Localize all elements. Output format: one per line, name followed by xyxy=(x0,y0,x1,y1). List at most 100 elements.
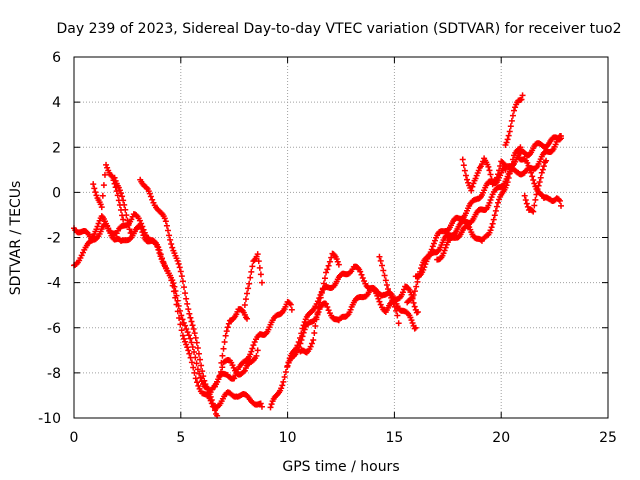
data-point xyxy=(207,393,214,400)
data-point xyxy=(531,180,538,187)
data-point xyxy=(188,318,195,325)
data-point xyxy=(195,350,202,357)
data-point xyxy=(472,175,479,182)
data-point xyxy=(506,170,513,177)
data-point xyxy=(556,197,563,204)
data-point xyxy=(210,403,217,410)
data-point xyxy=(493,174,500,181)
data-point xyxy=(335,261,342,268)
data-point xyxy=(92,189,99,196)
data-point xyxy=(509,112,516,119)
data-point xyxy=(192,334,199,341)
data-point xyxy=(191,330,198,337)
data-point xyxy=(178,273,185,280)
data-point xyxy=(532,196,539,203)
data-point xyxy=(442,244,449,251)
data-point xyxy=(121,201,128,208)
series-sat-g xyxy=(218,306,251,366)
data-point xyxy=(224,324,231,331)
data-point xyxy=(258,403,265,410)
data-point xyxy=(183,326,190,333)
data-point xyxy=(174,297,181,304)
data-point xyxy=(248,268,255,275)
data-point xyxy=(163,222,170,229)
data-point xyxy=(219,352,226,359)
data-point xyxy=(256,264,263,271)
data-point xyxy=(219,364,226,371)
data-point xyxy=(282,369,289,376)
data-point xyxy=(241,367,248,374)
data-point xyxy=(414,278,421,285)
data-point xyxy=(321,275,328,282)
data-point xyxy=(190,364,197,371)
data-point xyxy=(376,253,383,260)
data-point xyxy=(334,258,341,265)
data-point xyxy=(536,179,543,186)
data-point xyxy=(184,300,191,307)
data-point xyxy=(155,244,162,251)
data-point xyxy=(185,332,192,339)
data-point xyxy=(465,223,472,230)
data-point xyxy=(347,306,354,313)
data-point xyxy=(244,290,251,297)
data-point xyxy=(324,266,331,273)
data-point xyxy=(413,283,420,290)
data-point xyxy=(504,179,511,186)
data-point xyxy=(358,271,365,278)
data-point xyxy=(494,199,501,206)
data-point xyxy=(310,337,317,344)
y-tick-label: 6 xyxy=(52,50,61,66)
data-point xyxy=(411,288,418,295)
data-point xyxy=(161,215,168,222)
data-point xyxy=(512,104,519,111)
series-sat-p xyxy=(459,155,509,194)
data-point xyxy=(90,181,97,188)
data-point xyxy=(377,257,384,264)
data-point xyxy=(487,171,494,178)
data-point xyxy=(390,300,397,307)
y-tick-label: -8 xyxy=(47,366,61,382)
data-point xyxy=(325,262,332,269)
data-point xyxy=(245,285,252,292)
x-tick-label: 25 xyxy=(599,430,617,446)
data-point xyxy=(460,162,467,169)
data-point xyxy=(382,277,389,284)
data-point xyxy=(242,296,249,303)
data-point xyxy=(164,227,171,234)
data-point xyxy=(386,289,393,296)
data-point xyxy=(149,196,156,203)
data-point xyxy=(188,339,195,346)
data-point xyxy=(530,208,537,215)
data-point xyxy=(359,274,366,281)
data-point xyxy=(240,368,247,375)
data-point xyxy=(325,307,332,314)
data-point xyxy=(175,260,182,267)
data-point xyxy=(503,139,510,146)
data-point xyxy=(486,199,493,206)
data-point xyxy=(408,317,415,324)
data-point xyxy=(417,272,424,279)
data-point xyxy=(537,174,544,181)
series-sat-n xyxy=(412,132,565,280)
data-point xyxy=(178,327,185,334)
data-point xyxy=(320,280,327,287)
data-point xyxy=(517,144,524,151)
data-point xyxy=(488,224,495,231)
data-point xyxy=(323,300,330,307)
data-point xyxy=(182,290,189,297)
data-point xyxy=(534,186,541,193)
data-point xyxy=(461,167,468,174)
data-point xyxy=(278,385,285,392)
data-point xyxy=(157,251,164,258)
data-point xyxy=(166,232,173,239)
data-point xyxy=(505,132,512,139)
data-point xyxy=(521,192,528,199)
data-point xyxy=(177,321,184,328)
data-point xyxy=(254,347,261,354)
data-point xyxy=(189,322,196,329)
data-point xyxy=(314,310,321,317)
data-point xyxy=(357,268,364,275)
data-point xyxy=(179,332,186,339)
data-point xyxy=(195,382,202,389)
data-point xyxy=(318,289,325,296)
